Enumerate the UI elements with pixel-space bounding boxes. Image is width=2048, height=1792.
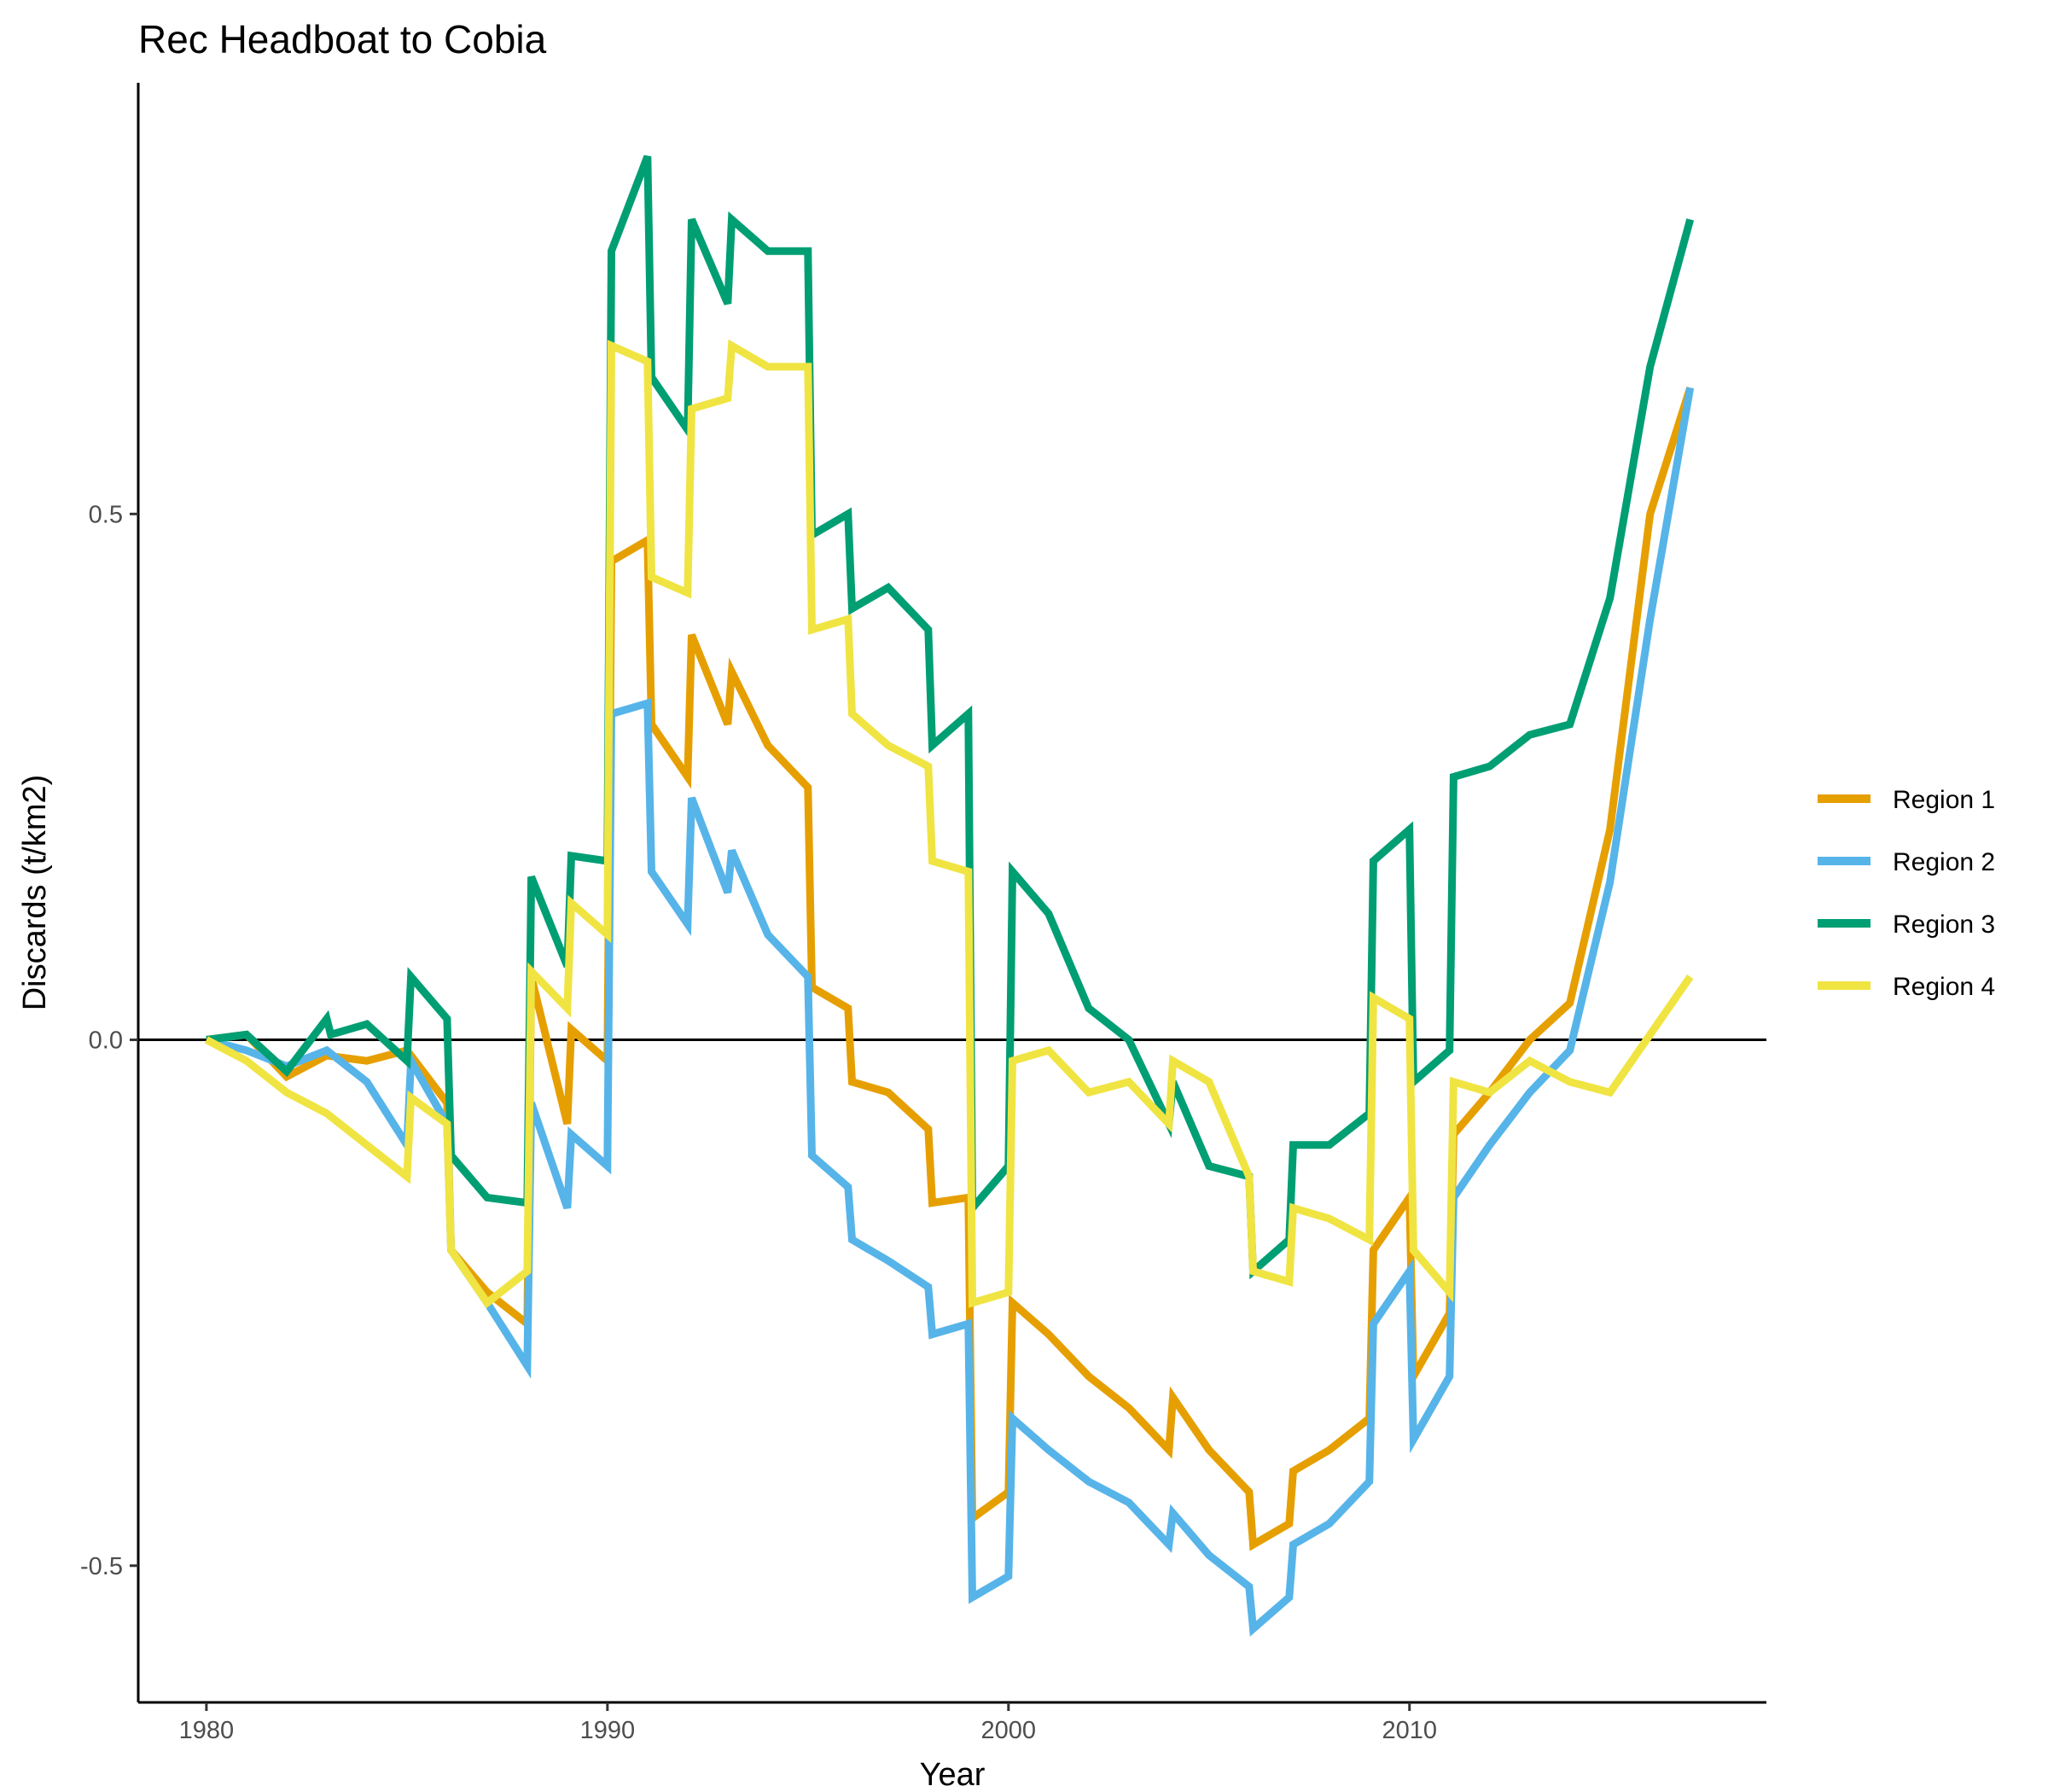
y-tick-label: 0.5 [89,501,123,528]
chart-title: Rec Headboat to Cobia [138,17,547,61]
y-ticks: -0.5 0.0 0.5 [80,501,138,1580]
series-line-region-3 [206,154,1695,1280]
series-line-region-1 [206,387,1694,1551]
legend-label-region-2: Region 2 [1893,848,1995,876]
x-axis-title: Year [920,1757,986,1792]
y-axis-title: Discards (t/km2) [17,775,53,1011]
plot-lines [138,154,1766,1637]
x-tick-label: 1980 [179,1717,235,1744]
x-tick-label: 1990 [580,1717,636,1744]
legend-label-region-1: Region 1 [1893,786,1995,814]
legend: Region 1 Region 2 Region 3 Region 4 [1818,786,1995,1001]
legend-label-region-4: Region 4 [1893,973,1995,1001]
axes [137,83,1766,1704]
x-ticks: 1980 1990 2000 2010 [179,1702,1437,1744]
y-tick-label: -0.5 [80,1553,123,1580]
x-tick-label: 2010 [1382,1717,1437,1744]
series-line-region-4 [204,339,1694,1309]
legend-label-region-3: Region 3 [1893,911,1995,939]
series-line-region-2 [205,387,1695,1637]
x-tick-label: 2000 [981,1717,1037,1744]
y-tick-label: 0.0 [89,1027,123,1055]
